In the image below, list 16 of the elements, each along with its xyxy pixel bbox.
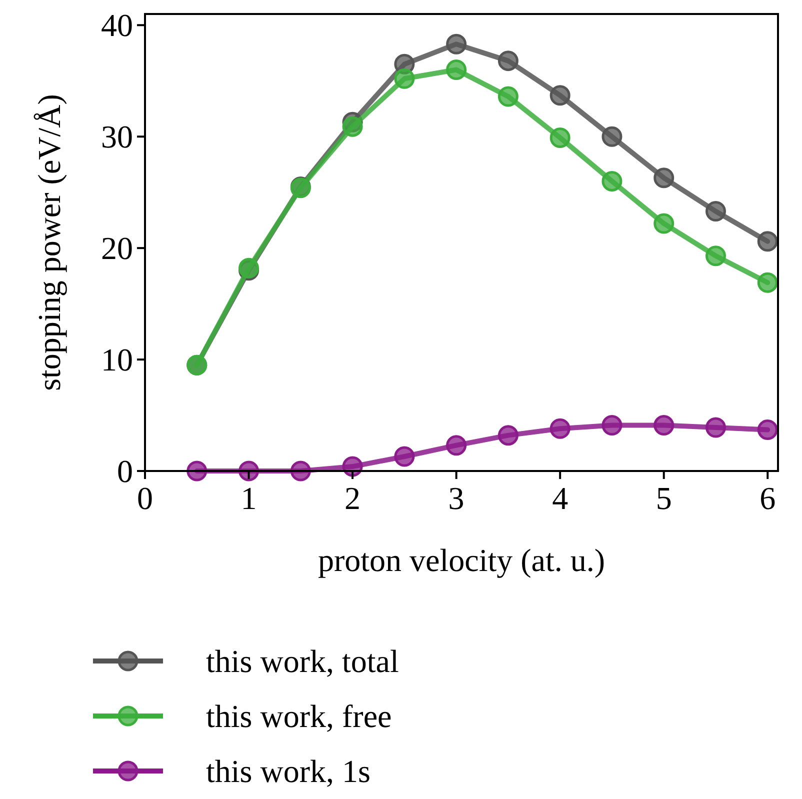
- y-tick-label: 0: [117, 453, 133, 489]
- x-tick-label: 3: [448, 480, 464, 516]
- legend-label: this work, free: [206, 698, 392, 734]
- x-tick-label: 1: [240, 480, 257, 516]
- x-tick-label: 4: [552, 480, 568, 516]
- y-tick-label: 10: [101, 342, 133, 378]
- y-tick-label: 20: [101, 230, 133, 266]
- x-axis-title: proton velocity (at. u.): [318, 542, 606, 578]
- x-tick-label: 6: [760, 480, 776, 516]
- y-axis-title: stopping power (eV/Å): [31, 94, 67, 391]
- legend-label: this work, 1s: [206, 753, 370, 789]
- x-tick-label: 5: [656, 480, 672, 516]
- legend-label: this work, total: [206, 643, 399, 679]
- y-tick-label: 40: [101, 7, 133, 44]
- x-tick-label: 2: [344, 480, 361, 516]
- y-tick-label: 30: [101, 118, 133, 155]
